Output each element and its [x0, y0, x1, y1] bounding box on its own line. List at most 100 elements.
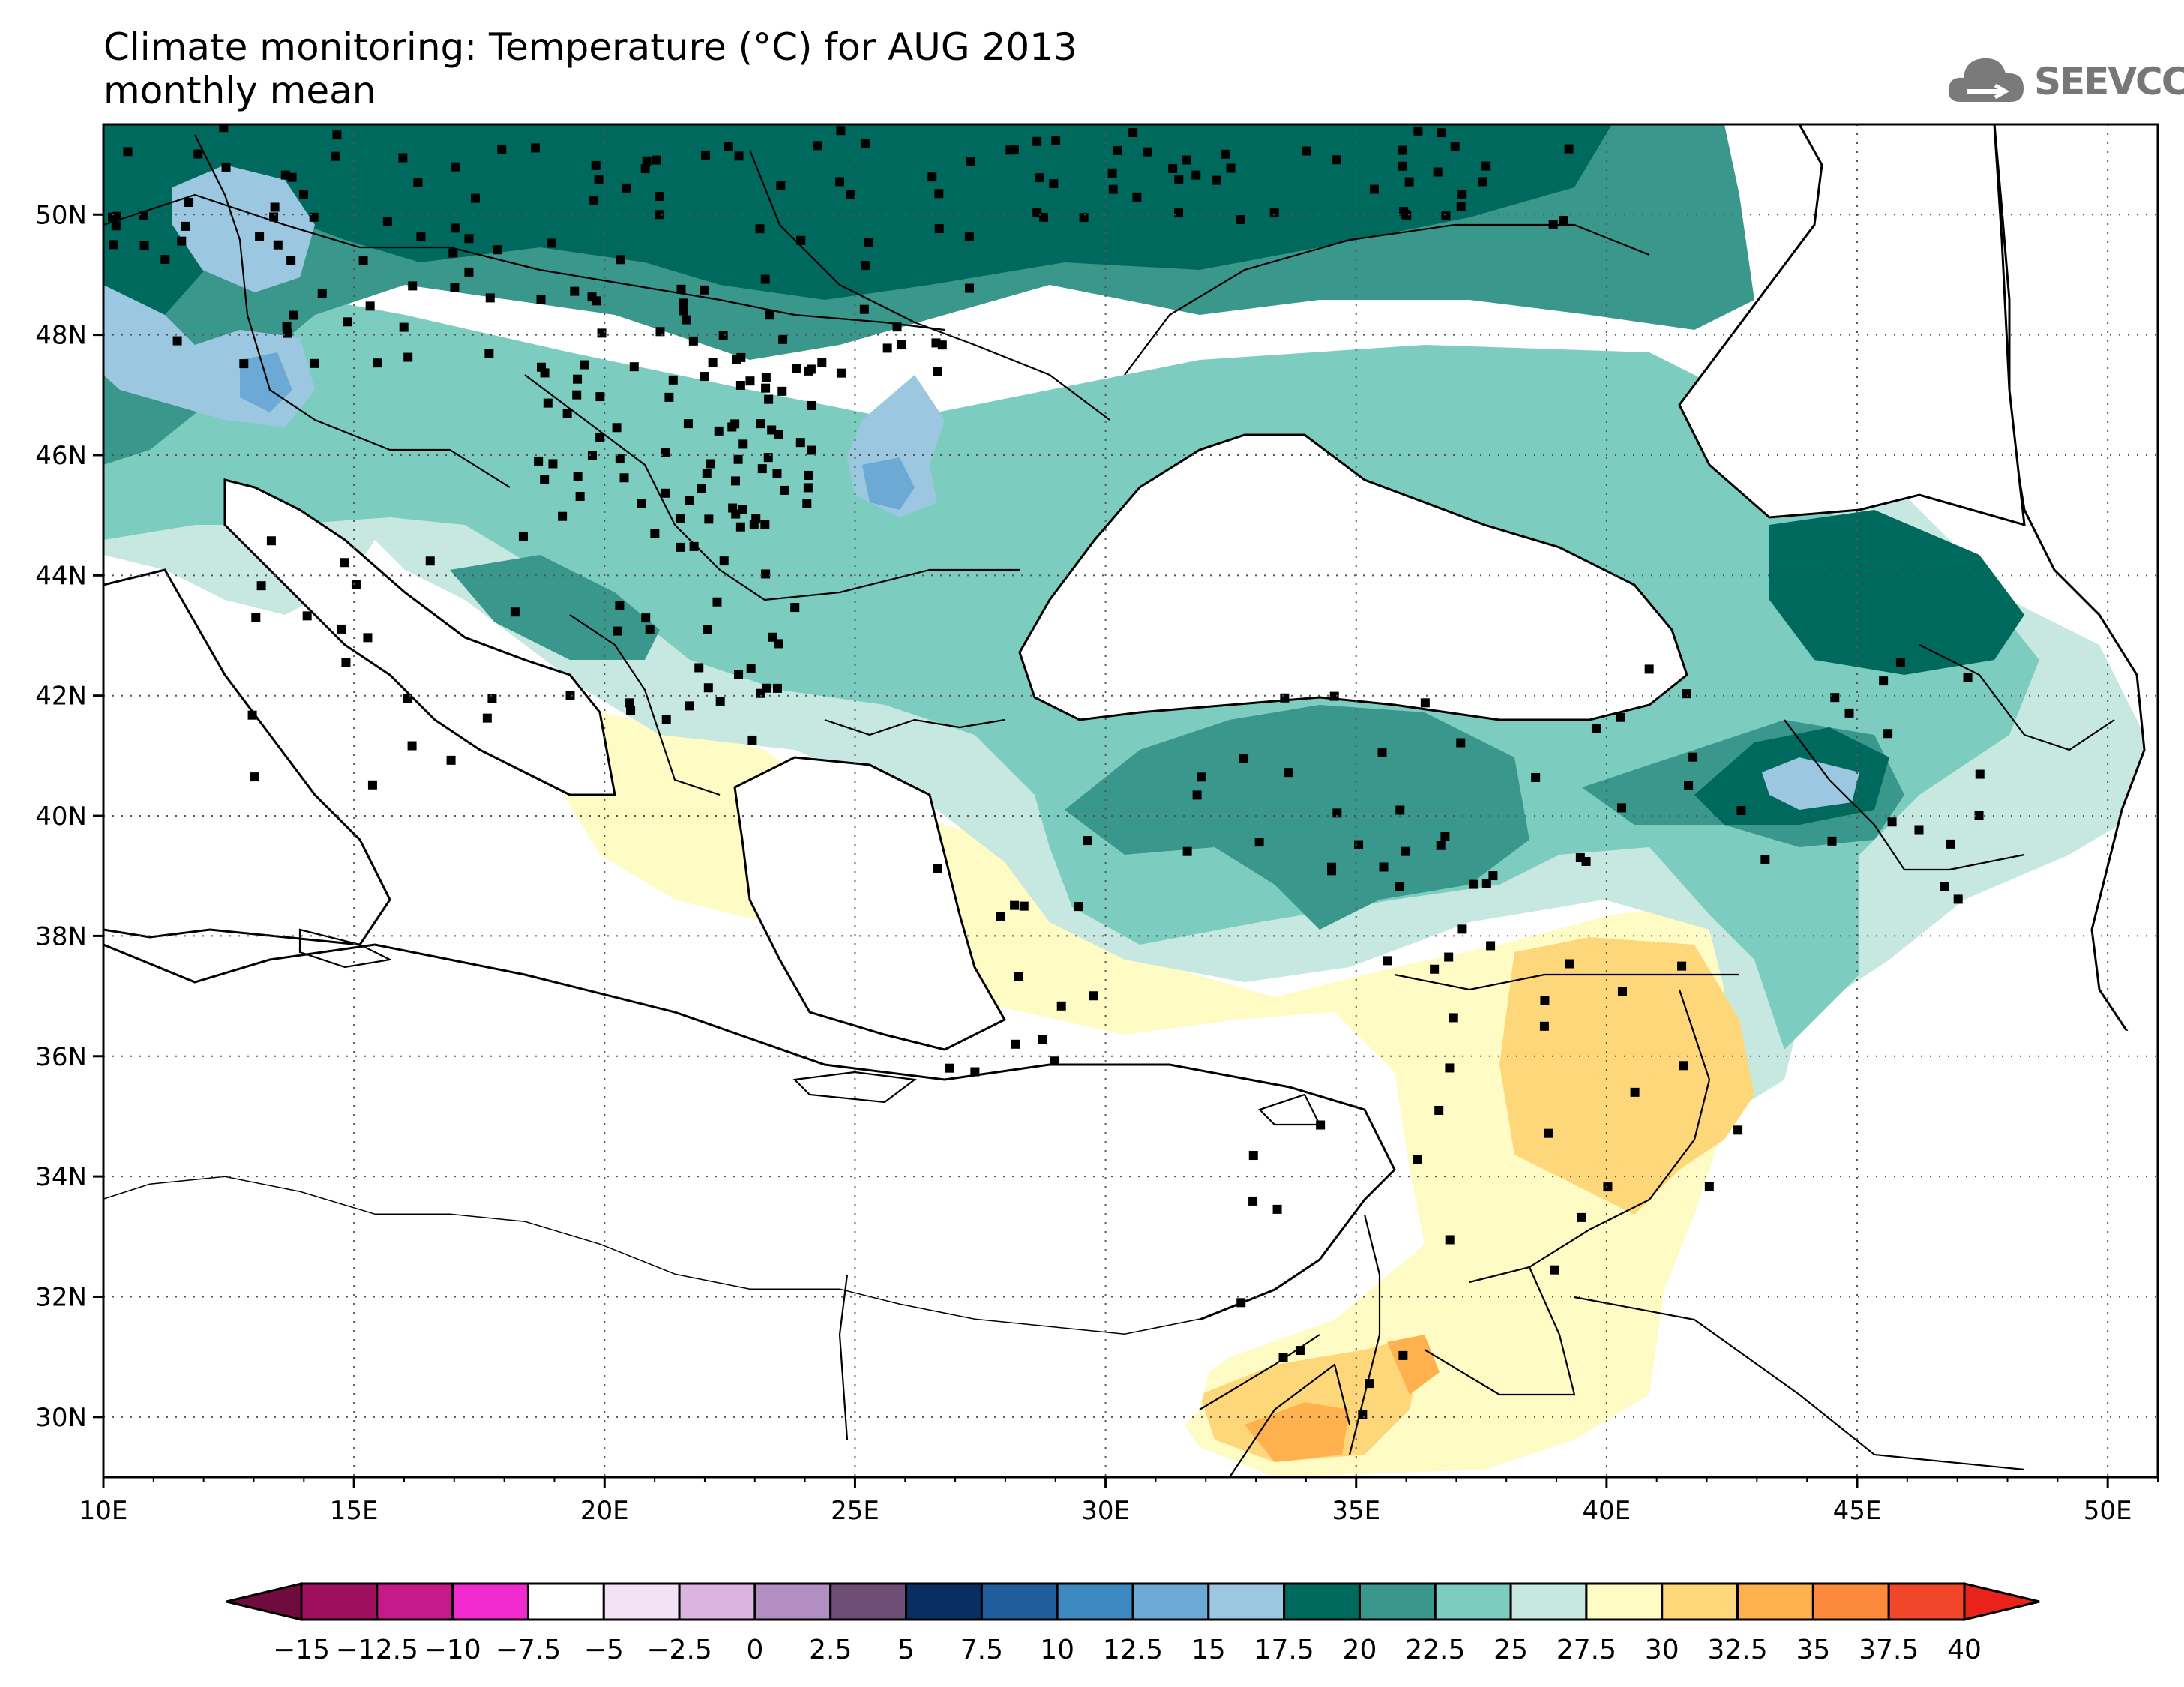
station-marker-icon [661, 448, 670, 457]
map-plot-area [103, 124, 2158, 1477]
station-marker-icon [487, 694, 497, 703]
station-marker-icon [510, 607, 520, 617]
station-marker-icon [1575, 853, 1585, 863]
station-marker-icon [641, 613, 651, 623]
station-marker-icon [778, 334, 788, 344]
station-marker-icon [762, 683, 771, 693]
station-marker-icon [1399, 206, 1409, 216]
station-marker-icon [1974, 811, 1984, 820]
colorbar-label: 5 [897, 1635, 915, 1665]
colorbar-label: 30 [1645, 1635, 1679, 1665]
border-line [569, 614, 721, 796]
station-marker-icon [966, 157, 975, 166]
station-marker-icon [1456, 201, 1466, 211]
station-marker-icon [1679, 1061, 1688, 1071]
lat-tick-label: 32N [35, 1282, 87, 1312]
colorbar-label: 17.5 [1254, 1635, 1314, 1665]
station-marker-icon [1295, 1346, 1305, 1356]
station-marker-icon [1379, 862, 1389, 872]
station-marker-icon [518, 531, 528, 541]
station-marker-icon [1565, 959, 1574, 969]
station-marker-icon [616, 255, 625, 265]
station-marker-icon [1704, 1182, 1714, 1191]
station-marker-icon [398, 153, 408, 163]
lon-tick-label: 40E [1583, 1496, 1631, 1526]
station-marker-icon [768, 632, 777, 642]
station-marker-icon [736, 352, 746, 362]
station-marker-icon [1383, 956, 1392, 966]
station-marker-icon [679, 306, 688, 316]
station-marker-icon [365, 301, 375, 311]
station-marker-icon [1736, 806, 1746, 816]
station-marker-icon [1221, 149, 1230, 159]
station-marker-icon [897, 340, 906, 350]
station-marker-icon [1564, 144, 1574, 154]
station-marker-icon [1577, 1212, 1586, 1222]
station-marker-icon [1248, 1196, 1258, 1206]
station-marker-icon [464, 234, 474, 244]
station-marker-icon [531, 143, 541, 153]
lat-tick-label: 40N [35, 802, 87, 832]
station-marker-icon [109, 240, 118, 250]
station-marker-icon [931, 338, 941, 348]
station-marker-icon [806, 364, 816, 374]
colorbar-swatch [602, 1582, 681, 1621]
station-marker-icon [123, 147, 133, 157]
station-marker-icon [482, 713, 492, 723]
station-marker-icon [172, 336, 182, 346]
colorbar-swatch [1661, 1582, 1739, 1621]
station-marker-icon [1682, 689, 1691, 699]
station-marker-icon [1236, 1298, 1246, 1308]
station-marker-icon [1540, 996, 1550, 1005]
logo-text: SEEVCCC [2034, 60, 2184, 103]
station-marker-icon [764, 394, 774, 404]
station-marker-icon [704, 514, 714, 524]
station-marker-icon [640, 164, 650, 174]
station-marker-icon [1440, 832, 1450, 841]
lat-tick-label: 38N [35, 921, 87, 951]
station-marker-icon [934, 224, 944, 234]
border-line [748, 149, 1110, 421]
colorbar-swatch [376, 1582, 454, 1621]
station-marker-icon [1953, 894, 1963, 904]
station-marker-icon [734, 151, 744, 161]
station-marker-icon [332, 130, 342, 140]
lon-tick-label: 50E [2084, 1496, 2132, 1526]
lat-tick-label: 34N [35, 1162, 87, 1192]
lat-tick-label: 48N [35, 321, 87, 351]
colorbar-swatch [1283, 1582, 1361, 1621]
station-marker-icon [1481, 161, 1491, 171]
station-marker-icon [765, 310, 774, 320]
station-marker-icon [702, 469, 712, 478]
station-marker-icon [331, 151, 340, 161]
colorbar-label: 7.5 [960, 1635, 1003, 1665]
station-marker-icon [255, 232, 265, 241]
station-marker-icon [548, 459, 558, 469]
station-marker-icon [160, 255, 170, 265]
colorbar-label: −15 [273, 1635, 330, 1665]
colorbar-swatch [905, 1582, 983, 1621]
colorbar-label: 25 [1493, 1635, 1528, 1665]
station-marker-icon [540, 475, 550, 484]
station-marker-icon [1107, 168, 1117, 178]
station-marker-icon [184, 198, 194, 208]
station-marker-icon [724, 142, 733, 151]
station-marker-icon [587, 451, 597, 460]
station-marker-icon [1684, 781, 1694, 790]
station-marker-icon [1038, 1035, 1047, 1044]
station-marker-icon [1441, 211, 1451, 221]
station-marker-icon [882, 343, 892, 353]
station-marker-icon [1332, 808, 1342, 818]
station-marker-icon [273, 240, 283, 250]
station-marker-icon [1011, 1039, 1020, 1049]
colorbar-swatch [1207, 1582, 1286, 1621]
station-marker-icon [139, 241, 149, 250]
station-marker-icon [1457, 190, 1467, 199]
lat-tick-label: 44N [35, 561, 87, 591]
station-marker-icon [337, 624, 346, 634]
colorbar-swatch [980, 1582, 1059, 1621]
station-marker-icon [733, 454, 743, 464]
colorbar-label: −2.5 [646, 1635, 712, 1665]
station-marker-icon [1239, 754, 1249, 763]
lon-tick-label: 30E [1081, 1496, 1130, 1526]
